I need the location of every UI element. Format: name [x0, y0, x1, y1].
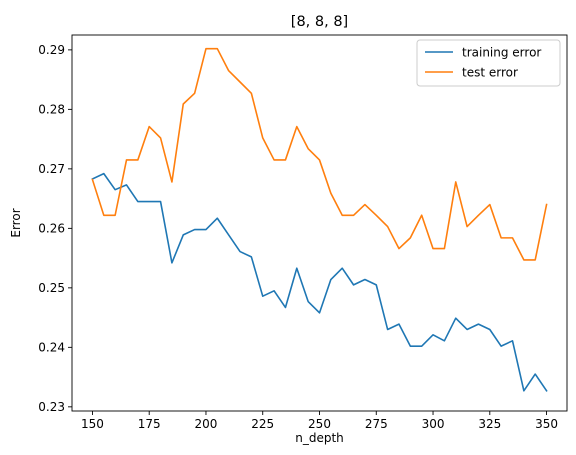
axes-frame [71, 34, 568, 412]
x-tick-label: 325 [478, 417, 501, 431]
chart-title: [8, 8, 8] [291, 14, 348, 30]
x-tick-label: 150 [81, 417, 104, 431]
y-tick-label: 0.29 [38, 43, 65, 57]
legend-label: training error [462, 45, 541, 59]
y-axis-label: Error [9, 208, 23, 237]
y-tick-label: 0.28 [38, 103, 65, 117]
x-axis-label: n_depth [295, 431, 344, 445]
plot-area: 150 175 200 225 250 275 300 325 350 0.23 0.24 0.25 0… [38, 34, 568, 431]
x-tick-label: 200 [195, 417, 218, 431]
x-tick-label: 350 [535, 417, 558, 431]
legend-label: test error [462, 65, 518, 79]
y-tick-label: 0.26 [38, 222, 65, 236]
x-tick-label: 225 [251, 417, 274, 431]
x-tick-label: 300 [422, 417, 445, 431]
legend: training error test error [416, 39, 561, 87]
y-tick-label: 0.25 [38, 281, 65, 295]
y-tick-label: 0.27 [38, 162, 65, 176]
x-tick-label: 275 [365, 417, 388, 431]
y-tick-label: 0.23 [38, 400, 65, 414]
y-tick-label: 0.24 [38, 341, 65, 355]
x-tick-label: 175 [138, 417, 161, 431]
series-line-training-error [91, 172, 548, 392]
series-line-test-error [91, 47, 548, 261]
x-tick-label: 250 [308, 417, 331, 431]
